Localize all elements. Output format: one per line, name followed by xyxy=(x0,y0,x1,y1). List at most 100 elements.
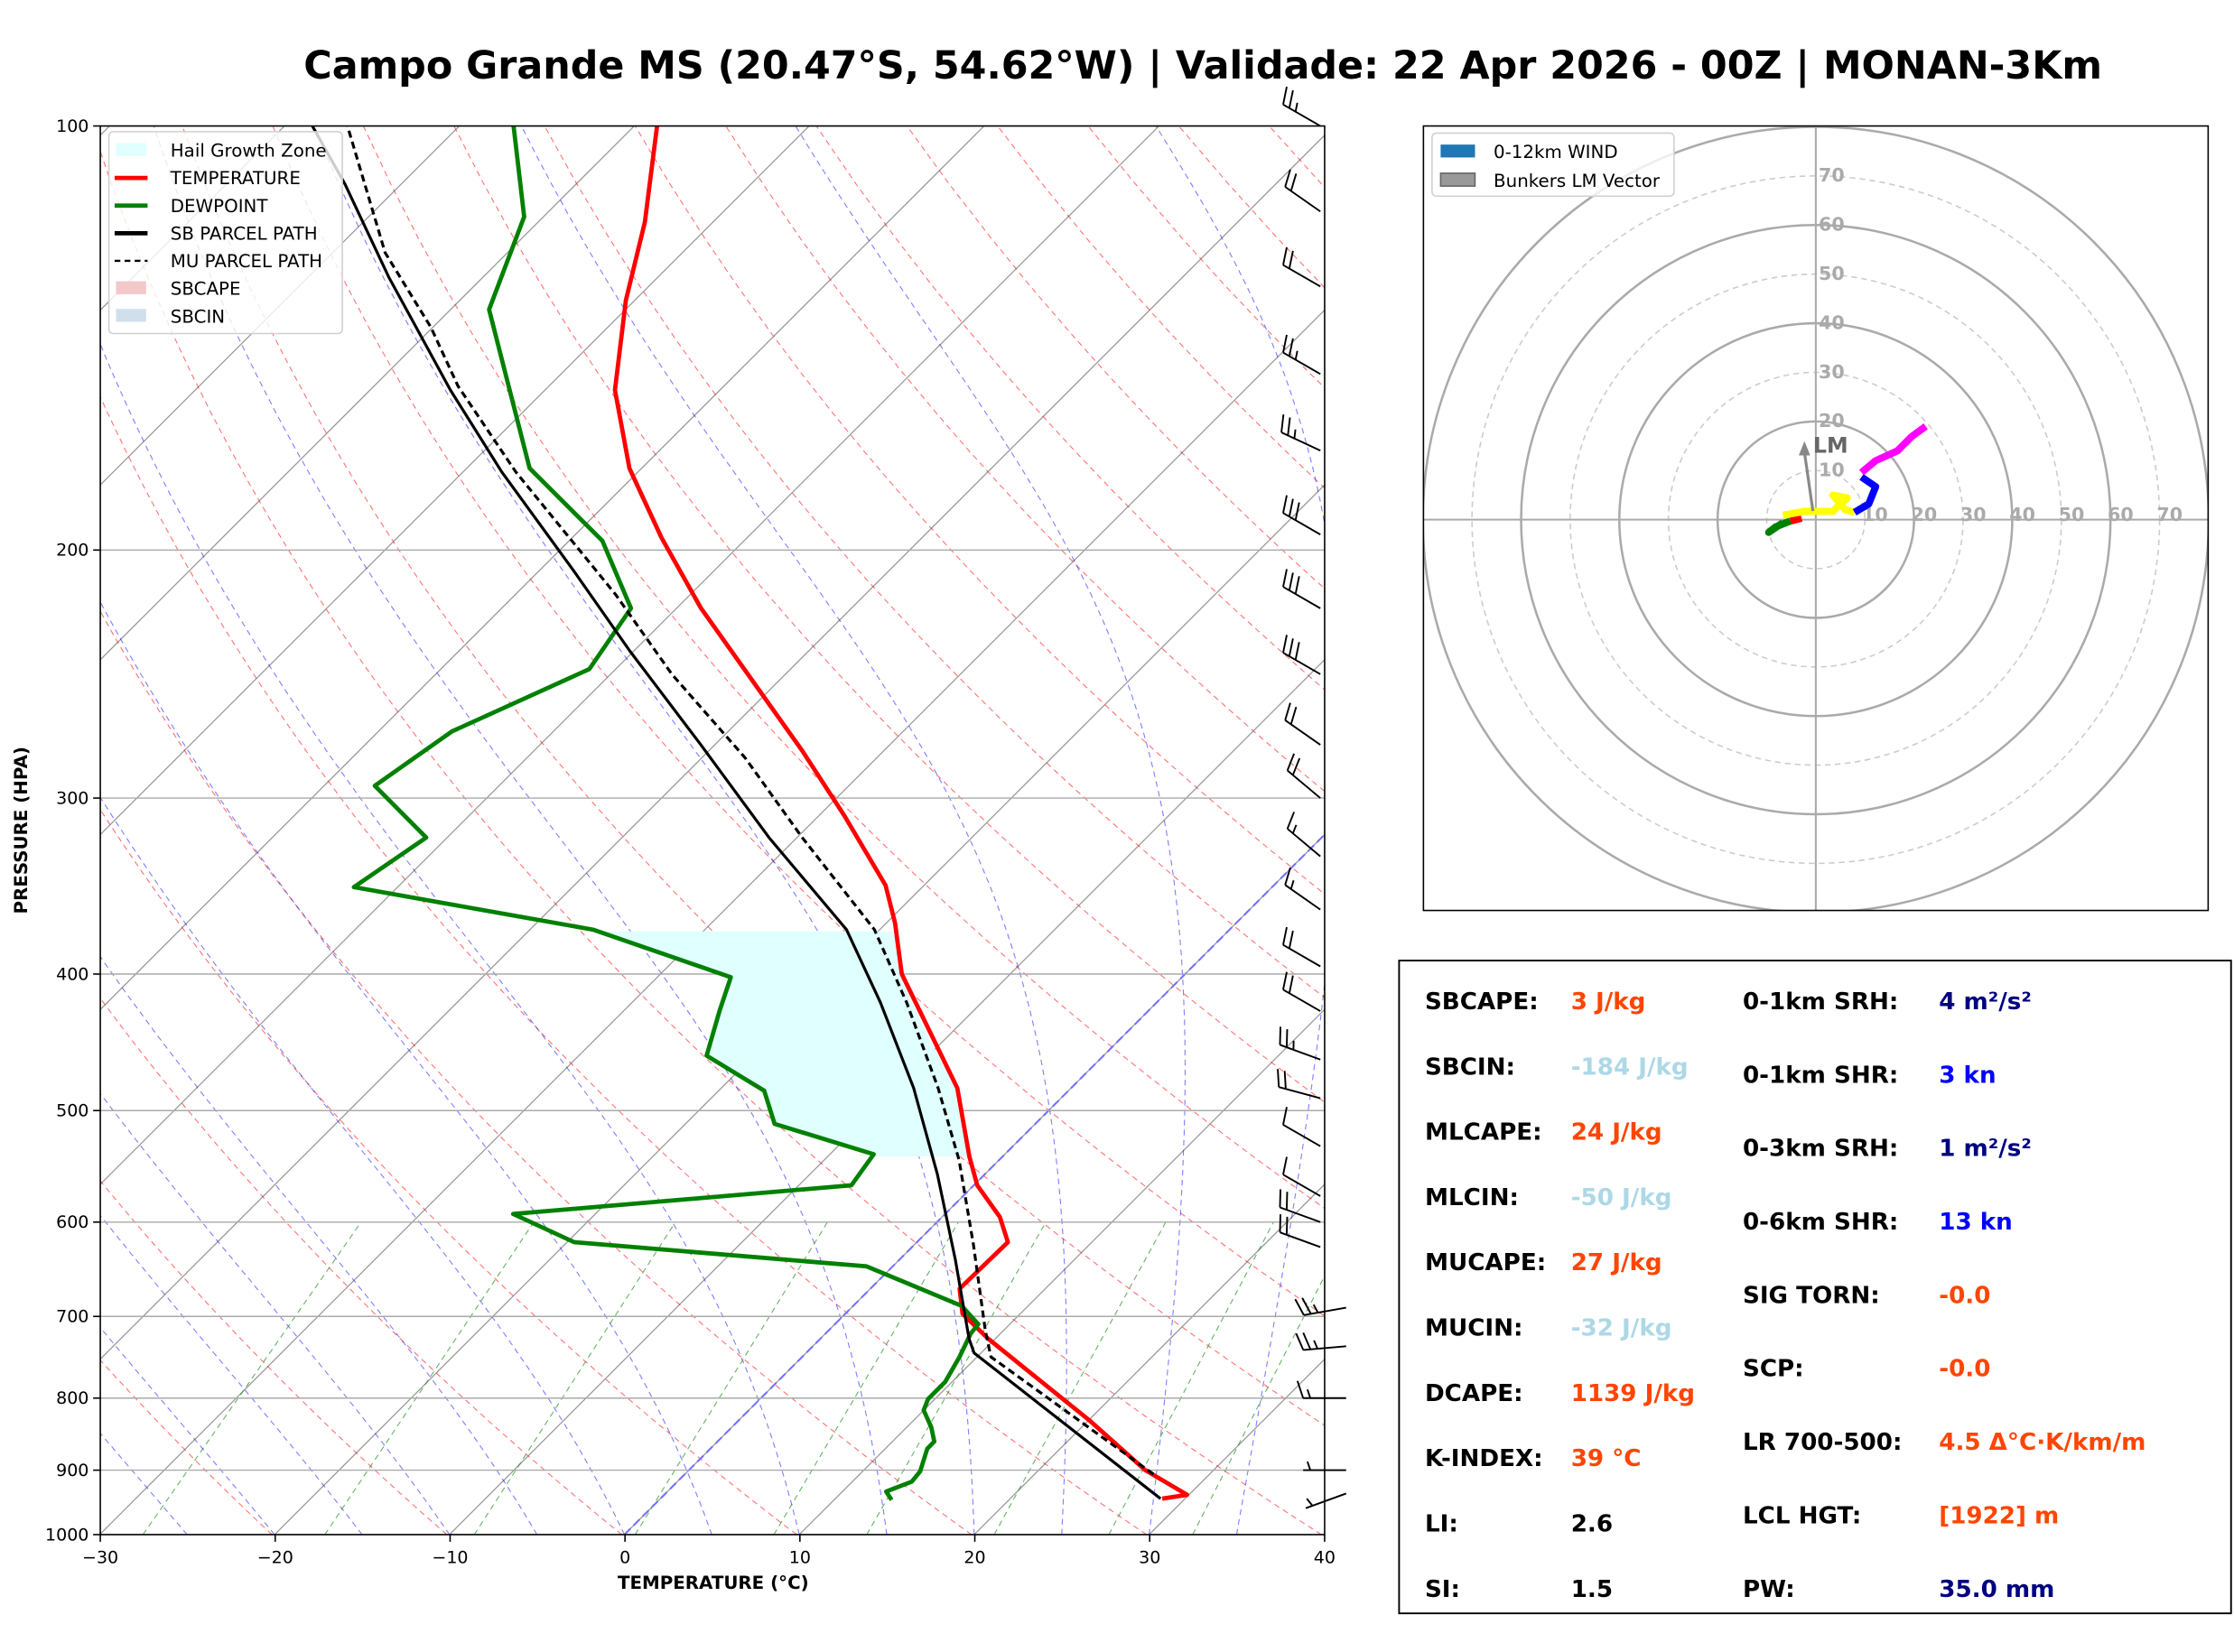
hodograph-ring-label-y: 30 xyxy=(1819,361,1845,383)
hodograph-ring-label-y: 10 xyxy=(1819,459,1845,481)
dry-adiabat-line xyxy=(634,125,1325,896)
moist-adiabat-line xyxy=(100,342,800,1535)
y-tick-label: 500 xyxy=(56,1101,88,1121)
x-tick-label: −20 xyxy=(257,1548,293,1568)
wind-barb xyxy=(1282,246,1321,288)
y-tick-label: 400 xyxy=(56,964,88,984)
stat-label: SCP: xyxy=(1743,1356,1804,1383)
dry-adiabat-line xyxy=(544,125,1325,998)
stat-label: SI: xyxy=(1425,1576,1460,1603)
skewt-profiles xyxy=(311,125,1190,1501)
sb-parcel-path-line xyxy=(311,125,1162,1500)
wind-barb xyxy=(1284,702,1321,746)
mixing-ratio-line xyxy=(1108,1221,1274,1535)
moist-adiabat-line xyxy=(100,1432,188,1535)
y-tick-label: 200 xyxy=(56,541,88,561)
isotherm-line xyxy=(100,125,810,836)
mixing-ratio-line xyxy=(1192,1275,1325,1535)
stat-label: PW: xyxy=(1743,1576,1795,1603)
x-tick-label: 0 xyxy=(619,1548,630,1568)
hodograph-ring-label-y: 50 xyxy=(1819,263,1845,284)
stat-label: LCL HGT: xyxy=(1743,1502,1861,1529)
dry-adiabat-line xyxy=(100,1359,273,1535)
isotherm-line xyxy=(100,125,635,661)
stat-value: 1139 J/kg xyxy=(1571,1380,1695,1407)
x-tick-label: 40 xyxy=(1314,1548,1336,1568)
isotherm-line xyxy=(100,125,461,487)
isotherm-line xyxy=(100,125,985,1011)
hodograph-frame xyxy=(1422,125,2210,912)
legend-swatch xyxy=(116,309,146,322)
stat-label: K-INDEX: xyxy=(1425,1445,1543,1472)
legend-swatch xyxy=(116,281,146,294)
moist-adiabat-line xyxy=(100,600,712,1535)
figure-title: Campo Grande MS (20.47°S, 54.62°W) | Val… xyxy=(303,43,2102,88)
wind-barb xyxy=(1282,334,1321,376)
stat-value: 4 m²/s² xyxy=(1939,988,2032,1016)
moist-adiabat-line xyxy=(100,1092,451,1535)
wind-barb xyxy=(1282,635,1321,675)
dry-adiabat-line xyxy=(100,997,622,1535)
y-tick-label: 600 xyxy=(56,1212,88,1232)
moist-adiabat-line xyxy=(1155,125,1325,1535)
dry-adiabat-line xyxy=(100,610,973,1535)
skewt-frame xyxy=(99,125,1326,1536)
hail-growth-zone xyxy=(597,931,970,1157)
hail-growth-zone-fill xyxy=(597,931,970,1157)
y-axis-label: PRESSURE (HPA) xyxy=(11,747,32,914)
hodograph-ring-label-y: 20 xyxy=(1819,410,1845,432)
stat-value: 27 J/kg xyxy=(1571,1249,1662,1276)
isotherm-line xyxy=(100,134,1325,1360)
y-tick-label: 900 xyxy=(56,1461,88,1480)
legend-swatch xyxy=(116,143,146,156)
wind-barb xyxy=(1277,1069,1321,1100)
stat-value: -0.0 xyxy=(1939,1282,1990,1309)
stat-label: SIG TORN: xyxy=(1743,1282,1880,1309)
stat-value: -0.0 xyxy=(1939,1356,1990,1383)
isotherm-line xyxy=(624,833,1325,1535)
mixing-ratio-line xyxy=(142,1221,362,1535)
hodograph-ring-label-x: 30 xyxy=(1960,504,1987,525)
moist-adiabat-line xyxy=(520,125,1067,1535)
skewt-background-lines xyxy=(100,125,1325,1535)
legend-label: Hail Growth Zone xyxy=(171,141,327,162)
legend-label: Bunkers LM Vector xyxy=(1494,171,1661,191)
wind-barb xyxy=(1282,1107,1321,1147)
stat-value: 3 kn xyxy=(1939,1062,1996,1089)
stat-value: 4.5 Δ°C·K/km/m xyxy=(1939,1429,2146,1456)
dry-adiabat-line xyxy=(182,125,1325,1426)
dry-adiabat-line xyxy=(100,150,1322,1535)
stat-label: LR 700-500: xyxy=(1743,1429,1902,1456)
stat-value: 1.5 xyxy=(1571,1576,1613,1603)
isotherm-line xyxy=(100,125,285,311)
moist-adiabat-line xyxy=(100,796,625,1535)
mixing-ratio-line xyxy=(324,1221,535,1535)
dry-adiabat-line xyxy=(100,808,797,1535)
x-tick-label: −10 xyxy=(432,1548,468,1568)
hodograph-segment xyxy=(1764,517,1792,536)
wind-barb xyxy=(1279,1026,1321,1061)
hodograph-ring-label-x: 50 xyxy=(2059,504,2085,525)
x-tick-label: 10 xyxy=(789,1548,811,1568)
hodograph-ring-label-x: 60 xyxy=(2108,504,2134,525)
stat-label: LI: xyxy=(1425,1510,1458,1537)
wind-barb xyxy=(1279,1214,1321,1248)
x-tick-label: 30 xyxy=(1139,1548,1160,1568)
stat-label: MLCAPE: xyxy=(1425,1119,1542,1146)
isotherm-line xyxy=(274,484,1325,1535)
wind-barb xyxy=(1305,1492,1347,1509)
stat-value: -184 J/kg xyxy=(1571,1053,1689,1081)
wind-barb xyxy=(1279,1189,1321,1223)
stat-value: 13 kn xyxy=(1939,1209,2013,1236)
moist-adiabat-line xyxy=(100,1326,275,1535)
moist-adiabat-line xyxy=(795,125,1187,1535)
hodograph-segment xyxy=(1789,515,1803,525)
wind-barb xyxy=(1295,1332,1346,1351)
legend-swatch xyxy=(1439,172,1476,187)
stat-value: 3 J/kg xyxy=(1571,988,1646,1016)
stat-label: SBCAPE: xyxy=(1425,988,1539,1016)
y-tick-label: 700 xyxy=(56,1307,88,1327)
hodograph-ring-label-x: 70 xyxy=(2156,504,2183,525)
